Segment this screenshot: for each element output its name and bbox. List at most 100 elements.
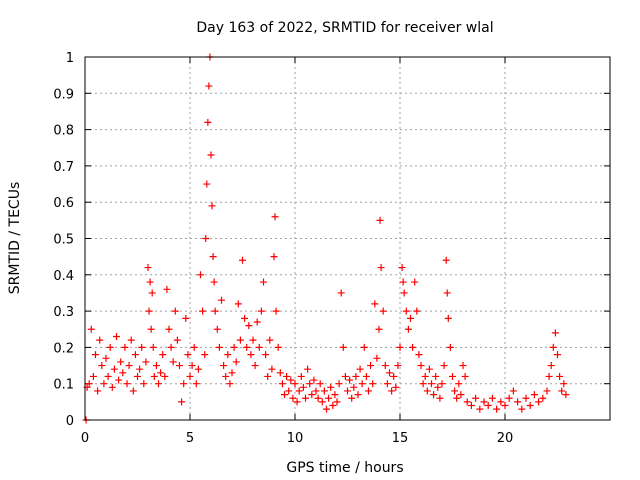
data-point: [446, 343, 454, 351]
y-axis-ticks: 0 0.1 0.2 0.3 0.4 0.5 0.6 0.7 0.8 0.9 1: [53, 51, 610, 429]
data-point: [377, 264, 385, 272]
data-point: [379, 307, 387, 315]
data-point: [423, 387, 431, 395]
data-point: [560, 380, 568, 388]
data-point: [518, 405, 526, 413]
data-point: [488, 394, 496, 402]
data-point: [210, 278, 218, 286]
data-point: [404, 325, 412, 333]
data-point: [188, 362, 196, 370]
data-point: [129, 387, 137, 395]
data-point: [329, 401, 337, 409]
data-point: [526, 401, 534, 409]
data-point: [352, 372, 360, 380]
data-point: [144, 264, 152, 272]
data-point: [268, 365, 276, 373]
y-tick-label: 0: [66, 414, 74, 429]
data-point: [251, 362, 259, 370]
x-tick-label: 0: [81, 431, 89, 446]
data-point: [165, 325, 173, 333]
data-point: [278, 380, 286, 388]
data-point: [243, 343, 251, 351]
data-point: [190, 343, 198, 351]
y-tick-label: 0.9: [53, 87, 74, 102]
data-point: [367, 362, 375, 370]
data-point: [356, 365, 364, 373]
data-point: [276, 369, 284, 377]
data-point: [386, 369, 393, 377]
data-point: [425, 365, 433, 373]
data-point: [247, 351, 255, 359]
data-point: [119, 369, 127, 377]
data-point: [163, 285, 171, 293]
data-point: [371, 300, 379, 308]
data-point: [337, 289, 345, 297]
data-point: [547, 362, 555, 370]
data-point: [218, 296, 225, 304]
data-point: [98, 362, 106, 370]
x-tick-label: 15: [392, 431, 409, 446]
data-point: [428, 380, 435, 388]
data-point: [442, 256, 450, 264]
data-point: [381, 362, 389, 370]
data-point: [184, 351, 192, 359]
data-point: [266, 336, 274, 344]
data-point: [157, 369, 165, 377]
data-point: [333, 398, 341, 406]
data-point: [341, 372, 349, 380]
data-point: [461, 372, 469, 380]
data-point: [186, 372, 194, 380]
data-point: [140, 380, 148, 388]
data-point: [554, 351, 561, 359]
data-point: [396, 343, 404, 351]
data-point: [136, 365, 144, 373]
data-points: [82, 53, 570, 424]
x-tick-label: 5: [186, 431, 194, 446]
data-point: [194, 365, 202, 373]
data-point: [407, 314, 414, 322]
data-point: [232, 358, 240, 366]
data-point: [551, 329, 559, 337]
data-point: [228, 369, 236, 377]
data-point: [211, 307, 219, 315]
data-point: [161, 372, 169, 380]
data-point: [463, 398, 471, 406]
data-point: [197, 271, 204, 279]
data-point: [402, 307, 410, 315]
data-point: [295, 387, 303, 395]
data-point: [316, 380, 324, 388]
y-tick-label: 1: [66, 51, 74, 66]
data-point: [145, 307, 153, 315]
data-point: [285, 387, 293, 395]
data-point: [392, 383, 400, 391]
data-point: [373, 354, 381, 362]
y-tick-label: 0.5: [53, 233, 74, 248]
data-point: [438, 380, 446, 388]
data-point: [110, 365, 118, 373]
data-point: [415, 351, 423, 359]
data-point: [457, 391, 465, 399]
data-point: [272, 307, 280, 315]
data-point: [283, 372, 291, 380]
data-point: [302, 394, 309, 402]
data-point: [376, 216, 384, 224]
data-point: [413, 307, 421, 315]
data-point: [171, 307, 179, 315]
data-point: [208, 202, 216, 210]
data-point: [253, 318, 261, 326]
grid-lines: [85, 57, 610, 420]
data-point: [85, 380, 93, 388]
data-point: [312, 387, 320, 395]
data-point: [270, 253, 278, 261]
data-point: [202, 235, 210, 242]
x-axis-label: GPS time / hours: [286, 460, 403, 476]
data-point: [558, 387, 566, 395]
data-point: [87, 325, 95, 333]
data-point: [455, 380, 463, 388]
data-point: [201, 351, 209, 359]
data-point: [204, 118, 212, 126]
data-point: [281, 391, 288, 399]
data-point: [134, 372, 141, 380]
data-point: [226, 380, 234, 388]
data-point: [106, 343, 114, 351]
